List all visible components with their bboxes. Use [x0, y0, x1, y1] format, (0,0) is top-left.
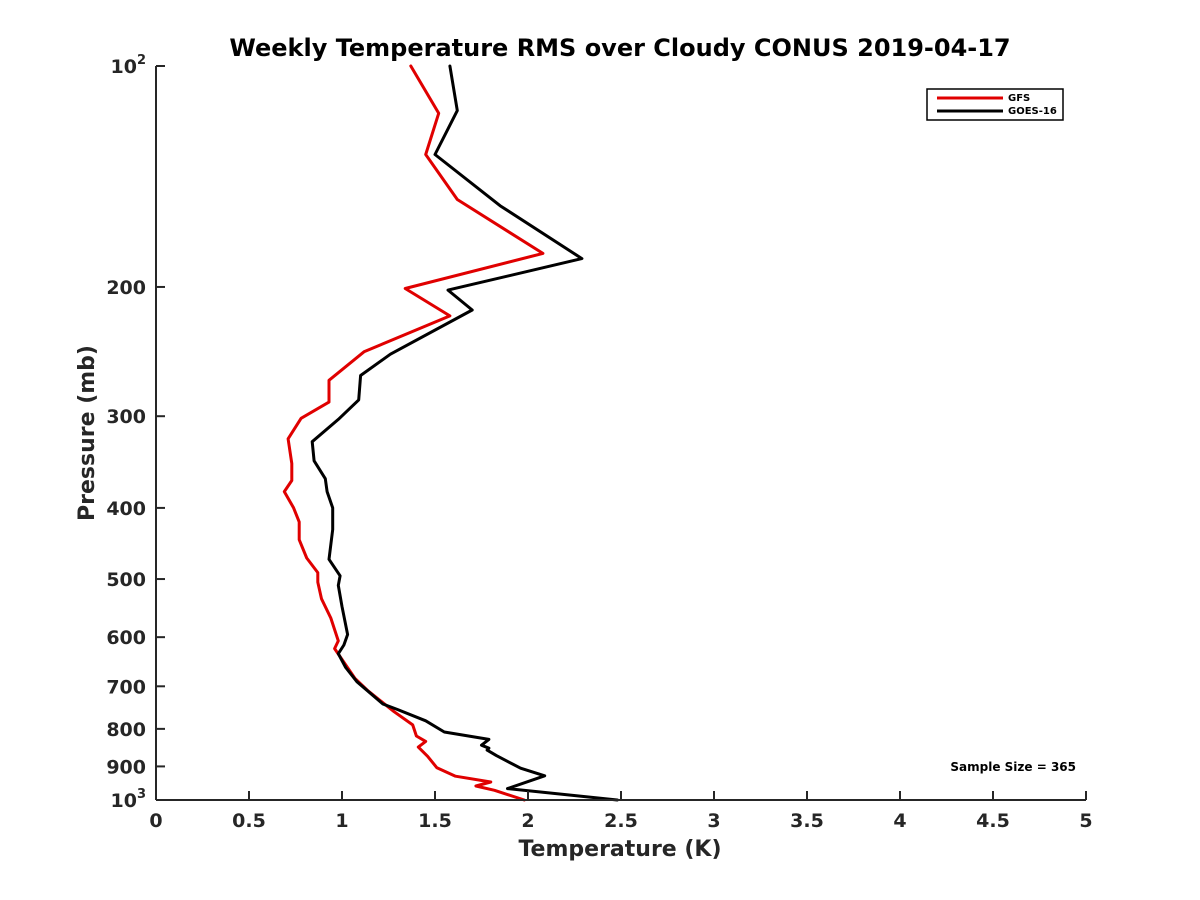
x-ticks: 0 0.5 1 1.5 2 2.5 3 3.5 4 4.5 5	[149, 791, 1093, 832]
legend-box	[926, 88, 1064, 121]
x-tick-label: 4.5	[976, 810, 1010, 832]
x-axis-label: Temperature (K)	[518, 837, 721, 862]
x-tick-label: 4	[893, 810, 906, 832]
y-tick-label: 300	[106, 406, 146, 428]
x-tick-label: 2.5	[604, 810, 638, 832]
y-tick-label: 700	[106, 676, 146, 698]
x-tick-label: 5	[1079, 810, 1092, 832]
series-line-gfs	[282, 64, 545, 802]
y-tick-label: 800	[106, 719, 146, 741]
y-tick-label: 600	[106, 627, 146, 649]
legend-label-gfs: GFS	[1008, 93, 1030, 104]
x-tick-label: 1	[335, 810, 348, 832]
y-ticks: 102 200 300 400 500 600 700 800 900 103	[106, 53, 165, 812]
x-tick-label: 1.5	[418, 810, 452, 832]
legend-label-goes16: GOES-16	[1008, 106, 1057, 117]
y-tick-label: 102	[111, 53, 147, 78]
y-tick-label: 103	[111, 787, 147, 812]
x-tick-label: 3	[707, 810, 720, 832]
x-tick-label: 0	[149, 810, 162, 832]
x-tick-label: 0.5	[232, 810, 266, 832]
x-tick-label: 3.5	[790, 810, 824, 832]
plot-area: 0 0.5 1 1.5 2 2.5 3 3.5 4 4.5 5 102 200 300 400 500 600…	[106, 53, 1092, 832]
y-axis-label: Pressure (mb)	[75, 345, 100, 521]
x-tick-label: 2	[521, 810, 534, 832]
sample-size-annotation: Sample Size = 365	[950, 760, 1076, 774]
series-layer	[282, 64, 619, 802]
y-tick-label: 900	[106, 756, 146, 778]
legend: GFS GOES-16	[926, 88, 1064, 121]
y-tick-label: 200	[106, 277, 146, 299]
series-line-goes16	[310, 64, 619, 802]
y-tick-label: 400	[106, 498, 146, 520]
chart-title: Weekly Temperature RMS over Cloudy CONUS…	[229, 34, 1010, 62]
y-tick-label: 500	[106, 569, 146, 591]
